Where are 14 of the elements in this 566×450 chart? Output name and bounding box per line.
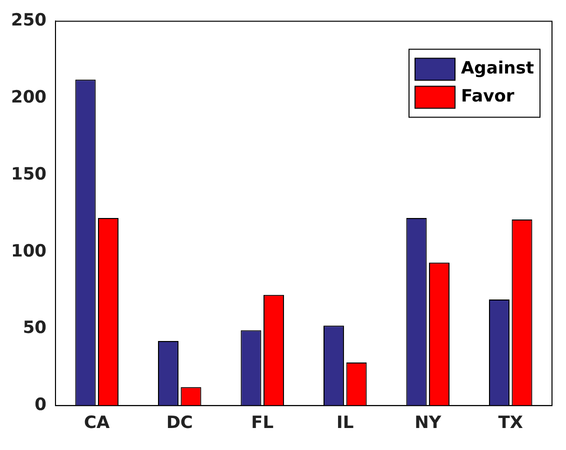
x-tick-label: CA — [84, 413, 111, 434]
x-tick-label: NY — [414, 413, 442, 434]
legend-label: Favor — [461, 86, 515, 107]
legend-label: Against — [461, 58, 534, 79]
y-tick-label: 150 — [10, 164, 47, 184]
y-tick-label: 50 — [22, 318, 47, 338]
x-tick-label: FL — [251, 413, 274, 434]
y-tick-label: 250 — [10, 10, 47, 31]
y-tick-label: 200 — [10, 88, 47, 108]
y-tick-label: 0 — [34, 395, 47, 416]
x-tick-label: DC — [166, 413, 193, 434]
x-tick-label: TX — [498, 413, 523, 434]
x-tick-label: IL — [336, 413, 354, 434]
y-tick-label: 100 — [10, 241, 47, 262]
